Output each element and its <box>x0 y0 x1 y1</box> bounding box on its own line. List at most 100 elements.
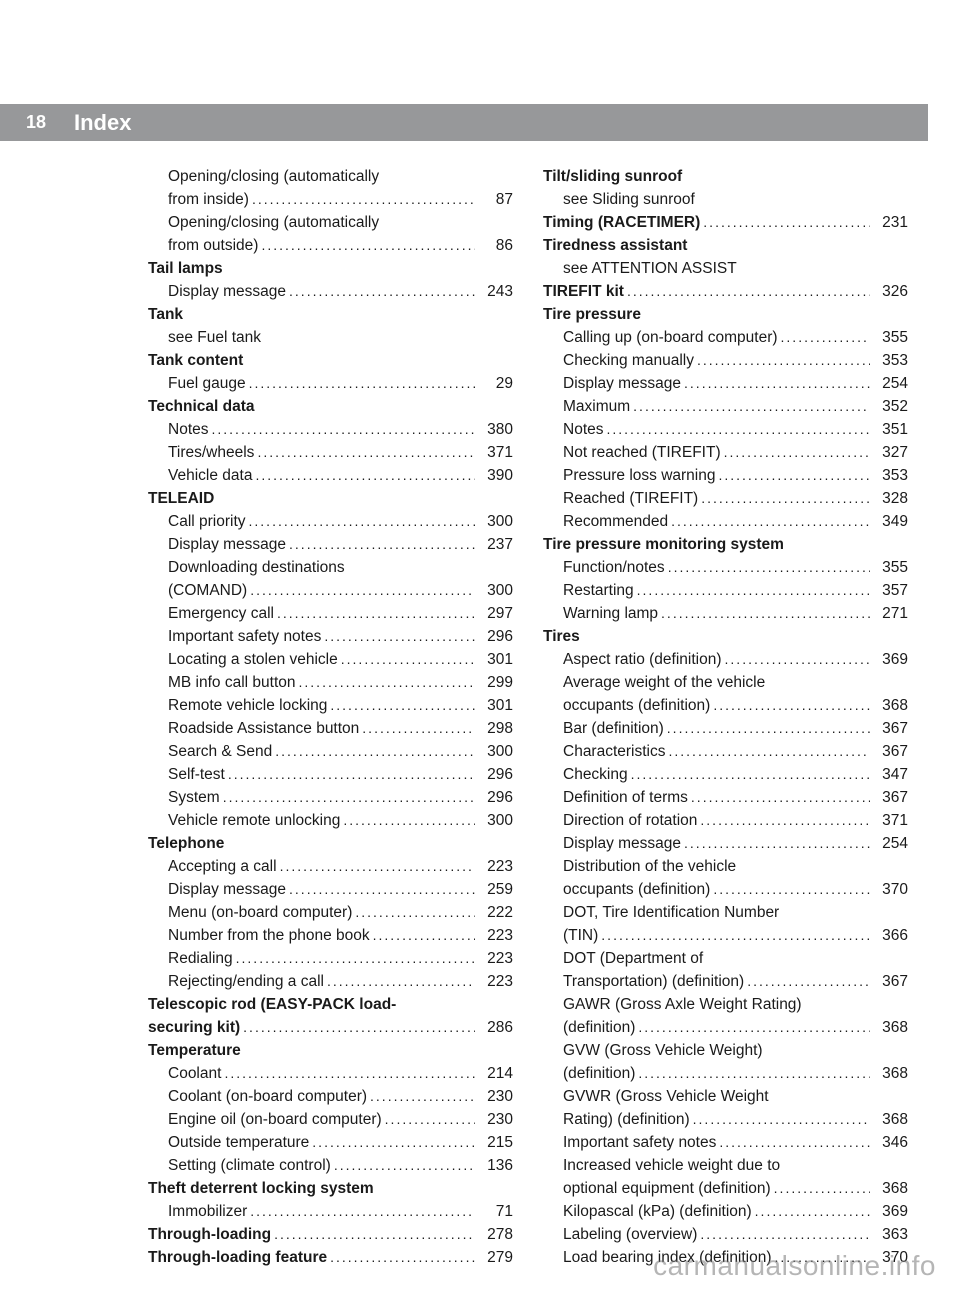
entry-label: Outside temperature <box>168 1131 309 1154</box>
entry-label: Remote vehicle locking <box>168 694 327 717</box>
entry-label: Tank <box>148 303 183 326</box>
index-subentry: Display message ........................… <box>543 372 908 395</box>
dot-leader: ........................................… <box>628 763 870 786</box>
entry-page: 237 <box>475 533 513 556</box>
entry-page: 380 <box>475 418 513 441</box>
page-number: 18 <box>26 112 46 133</box>
index-subentry: Roadside Assistance button .............… <box>148 717 513 740</box>
dot-leader: ........................................… <box>286 878 475 901</box>
index-subentry: Setting (climate control) ..............… <box>148 1154 513 1177</box>
dot-leader: ........................................… <box>247 579 475 602</box>
entry-label: Tank content <box>148 349 243 372</box>
entry-label: Opening/closing (automatically <box>168 165 379 188</box>
entry-label: Opening/closing (automatically <box>168 211 379 234</box>
index-heading: securing kit) ..........................… <box>148 1016 513 1039</box>
entry-label: Recommended <box>563 510 668 533</box>
dot-leader: ........................................… <box>247 1200 475 1223</box>
index-subentry: Checking ...............................… <box>543 763 908 786</box>
entry-page: 223 <box>475 970 513 993</box>
dot-leader: ........................................… <box>382 1108 475 1131</box>
index-title: Index <box>56 110 131 136</box>
dot-leader: ........................................… <box>710 694 870 717</box>
dot-leader: ........................................… <box>221 1062 475 1085</box>
dot-leader: ........................................… <box>240 1016 475 1039</box>
entry-page: 367 <box>870 970 908 993</box>
entry-page: 300 <box>475 510 513 533</box>
entry-label: Tires <box>543 625 580 648</box>
dot-leader: ........................................… <box>681 832 870 855</box>
dot-leader: ........................................… <box>338 648 475 671</box>
dot-leader: ........................................… <box>697 809 870 832</box>
entry-label: Kilopascal (kPa) (definition) <box>563 1200 752 1223</box>
entry-page: 390 <box>475 464 513 487</box>
entry-label: Function/notes <box>563 556 665 579</box>
index-heading: Tires <box>543 625 908 648</box>
index-subentry: Coolant (on-board computer) ............… <box>148 1085 513 1108</box>
entry-label: see Sliding sunroof <box>563 188 695 211</box>
index-subentry: Increased vehicle weight due to <box>543 1154 908 1177</box>
entry-label: Average weight of the vehicle <box>563 671 765 694</box>
dot-leader: ........................................… <box>286 280 475 303</box>
entry-page: 349 <box>870 510 908 533</box>
entry-label: GAWR (Gross Axle Weight Rating) <box>563 993 802 1016</box>
entry-label: Immobilizer <box>168 1200 247 1223</box>
entry-page: 368 <box>870 1108 908 1131</box>
index-subentry: Menu (on-board computer) ...............… <box>148 901 513 924</box>
dot-leader: ........................................… <box>272 740 475 763</box>
entry-label: from inside) <box>168 188 249 211</box>
entry-label: Important safety notes <box>168 625 321 648</box>
entry-label: occupants (definition) <box>563 694 710 717</box>
dot-leader: ........................................… <box>668 510 870 533</box>
dot-leader: ........................................… <box>716 1131 870 1154</box>
entry-page: 254 <box>870 372 908 395</box>
dot-leader: ........................................… <box>690 1108 870 1131</box>
index-heading: Tank <box>148 303 513 326</box>
entry-label: Call priority <box>168 510 246 533</box>
index-heading: Tire pressure monitoring system <box>543 533 908 556</box>
entry-page: 301 <box>475 648 513 671</box>
dot-leader: ........................................… <box>634 579 870 602</box>
entry-label: Notes <box>563 418 604 441</box>
dot-leader: ........................................… <box>246 510 475 533</box>
entry-page: 301 <box>475 694 513 717</box>
entry-label: see ATTENTION ASSIST <box>563 257 737 280</box>
entry-page: 368 <box>870 1062 908 1085</box>
index-subentry: see Sliding sunroof <box>543 188 908 211</box>
index-subentry: Not reached (TIREFIT) ..................… <box>543 441 908 464</box>
index-subentry: Bar (definition) .......................… <box>543 717 908 740</box>
entry-label: Checking <box>563 763 628 786</box>
entry-label: Theft deterrent locking system <box>148 1177 374 1200</box>
dot-leader: ........................................… <box>630 395 870 418</box>
index-column-left: Opening/closing (automaticallyfrom insid… <box>148 165 513 1269</box>
entry-page: 346 <box>870 1131 908 1154</box>
dot-leader: ........................................… <box>370 924 475 947</box>
index-subentry: DOT (Department of <box>543 947 908 970</box>
dot-leader: ........................................… <box>246 372 475 395</box>
index-subentry: GVW (Gross Vehicle Weight) <box>543 1039 908 1062</box>
index-subentry: Notes ..................................… <box>148 418 513 441</box>
index-subentry: Definition of terms ....................… <box>543 786 908 809</box>
entry-label: (definition) <box>563 1016 635 1039</box>
entry-label: Distribution of the vehicle <box>563 855 736 878</box>
index-subentry: Tires/wheels ...........................… <box>148 441 513 464</box>
entry-label: Display message <box>168 280 286 303</box>
index-heading: Tank content <box>148 349 513 372</box>
entry-page: 357 <box>870 579 908 602</box>
index-heading: Tilt/sliding sunroof <box>543 165 908 188</box>
entry-page: 367 <box>870 717 908 740</box>
index-subentry: Characteristics ........................… <box>543 740 908 763</box>
index-subentry: Average weight of the vehicle <box>543 671 908 694</box>
entry-page: 299 <box>475 671 513 694</box>
entry-page: 351 <box>870 418 908 441</box>
dot-leader: ........................................… <box>331 1154 475 1177</box>
index-heading: TIREFIT kit ............................… <box>543 280 908 303</box>
index-subentry: Fuel gauge .............................… <box>148 372 513 395</box>
entry-page: 367 <box>870 740 908 763</box>
entry-label: (COMAND) <box>168 579 247 602</box>
entry-label: Fuel gauge <box>168 372 246 395</box>
entry-label: Restarting <box>563 579 634 602</box>
index-subentry: Restarting .............................… <box>543 579 908 602</box>
entry-label: GVW (Gross Vehicle Weight) <box>563 1039 763 1062</box>
dot-leader: ........................................… <box>233 947 475 970</box>
index-heading: Tiredness assistant <box>543 234 908 257</box>
